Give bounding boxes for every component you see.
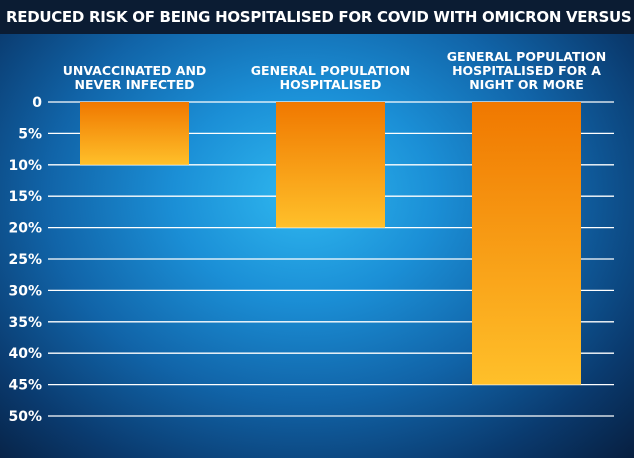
bar	[276, 102, 385, 228]
y-tick-label: 40%	[8, 346, 42, 362]
y-tick-label: 30%	[8, 283, 42, 299]
y-tick-label: 50%	[8, 409, 42, 425]
category-label-hospitalised-night: GENERAL POPULATION HOSPITALISED FOR A NI…	[446, 49, 607, 92]
chart-title: REDUCED RISK OF BEING HOSPITALISED FOR C…	[0, 0, 634, 34]
bars	[80, 102, 581, 385]
y-tick-label: 0	[32, 95, 42, 111]
y-tick-label: 10%	[8, 158, 42, 174]
y-axis-ticks: 0 5% 10% 15% 20% 25% 30% 35% 40% 45% 50%	[8, 95, 42, 425]
y-tick-label: 45%	[8, 378, 42, 394]
bar	[472, 102, 581, 385]
y-tick-label: 35%	[8, 315, 42, 331]
bar	[80, 102, 189, 165]
y-tick-label: 15%	[8, 189, 42, 205]
y-tick-label: 5%	[18, 126, 42, 142]
category-label-unvaccinated: UNVACCINATED AND NEVER INFECTED	[62, 63, 207, 92]
y-tick-label: 25%	[8, 252, 42, 268]
category-label-general-population: GENERAL POPULATION HOSPITALISED	[250, 63, 411, 92]
y-tick-label: 20%	[8, 221, 42, 237]
